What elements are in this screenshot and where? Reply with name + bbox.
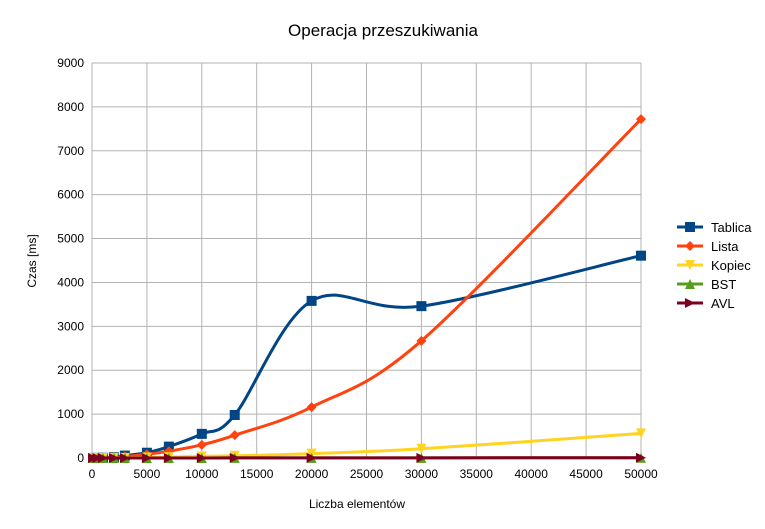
x-tick-label: 30000: [405, 467, 439, 481]
data-point-avl: [108, 453, 119, 463]
x-tick-label: 10000: [185, 467, 219, 481]
chart-title: Operacja przeszukiwania: [288, 21, 478, 40]
data-point-avl: [306, 452, 317, 463]
series-lista: [88, 114, 646, 463]
series-line-lista: [93, 118, 643, 460]
x-tick-label: 45000: [569, 467, 603, 481]
x-tick-label: 50000: [624, 467, 658, 481]
legend-item-kopiec: Kopiec: [677, 258, 751, 273]
y-axis-ticks: 0 1000 2000 3000 4000 5000 6000 7000 8000 9000: [57, 56, 84, 465]
legend-marker: [685, 241, 695, 251]
data-point-tablica: [636, 250, 646, 261]
y-axis-label: Czas [ms]: [25, 234, 39, 287]
x-axis-ticks: 0 5000 10000 15000 20000 25000 30000 35000 40000…: [89, 467, 658, 481]
legend-item-bst: BST: [677, 277, 736, 292]
data-point-avl: [119, 453, 130, 463]
data-point-tablica: [229, 409, 240, 420]
legend-label: Tablica: [711, 220, 752, 235]
x-tick-label: 40000: [515, 467, 549, 481]
data-point-avl: [97, 453, 108, 463]
x-tick-label: 5000: [134, 467, 161, 481]
data-point-avl: [416, 452, 427, 463]
y-tick-label: 0: [77, 451, 84, 465]
data-point-lista: [416, 335, 427, 346]
x-tick-label: 35000: [460, 467, 494, 481]
y-tick-label: 1000: [57, 407, 84, 421]
data-point-avl: [196, 452, 207, 463]
legend: Tablica Lista Kopiec BST AVL: [677, 220, 752, 311]
x-tick-label: 15000: [240, 467, 274, 481]
legend-marker: [685, 222, 695, 232]
data-point-avl: [636, 452, 646, 463]
legend-item-avl: AVL: [677, 296, 735, 311]
x-tick-label: 20000: [295, 467, 329, 481]
legend-label: Kopiec: [711, 258, 751, 273]
data-point-avl: [141, 452, 152, 463]
data-point-avl: [163, 452, 174, 463]
data-point-kopiec: [636, 428, 646, 439]
x-tick-label: 25000: [350, 467, 384, 481]
data-point-kopiec: [416, 443, 427, 454]
series-line-tablica: [93, 254, 642, 460]
data-point-avl: [229, 452, 240, 463]
legend-marker: [685, 298, 695, 308]
y-tick-label: 7000: [57, 144, 84, 158]
series-avl: [88, 452, 646, 463]
y-tick-label: 5000: [57, 232, 84, 246]
y-tick-label: 9000: [57, 56, 84, 70]
data-point-avl: [92, 453, 103, 463]
series-layer: [88, 114, 646, 463]
y-tick-label: 4000: [57, 275, 84, 289]
data-point-lista: [229, 430, 240, 441]
legend-item-lista: Lista: [677, 239, 739, 254]
grid: [91, 62, 642, 459]
data-point-lista: [196, 439, 207, 450]
legend-item-tablica: Tablica: [677, 220, 752, 235]
y-tick-label: 6000: [57, 188, 84, 202]
x-axis-label: Liczba elementów: [309, 497, 405, 511]
data-point-tablica: [306, 295, 317, 306]
y-tick-label: 3000: [57, 319, 84, 333]
data-point-lista: [636, 114, 646, 125]
data-point-lista: [306, 402, 317, 413]
legend-label: AVL: [711, 296, 735, 311]
legend-label: Lista: [711, 239, 739, 254]
x-tick-label: 0: [89, 467, 96, 481]
legend-label: BST: [711, 277, 736, 292]
legend-marker: [685, 260, 695, 270]
y-tick-label: 2000: [57, 363, 84, 377]
data-point-tablica: [196, 428, 207, 439]
y-tick-label: 8000: [57, 100, 84, 114]
legend-marker: [685, 279, 695, 289]
data-point-tablica: [416, 301, 427, 312]
